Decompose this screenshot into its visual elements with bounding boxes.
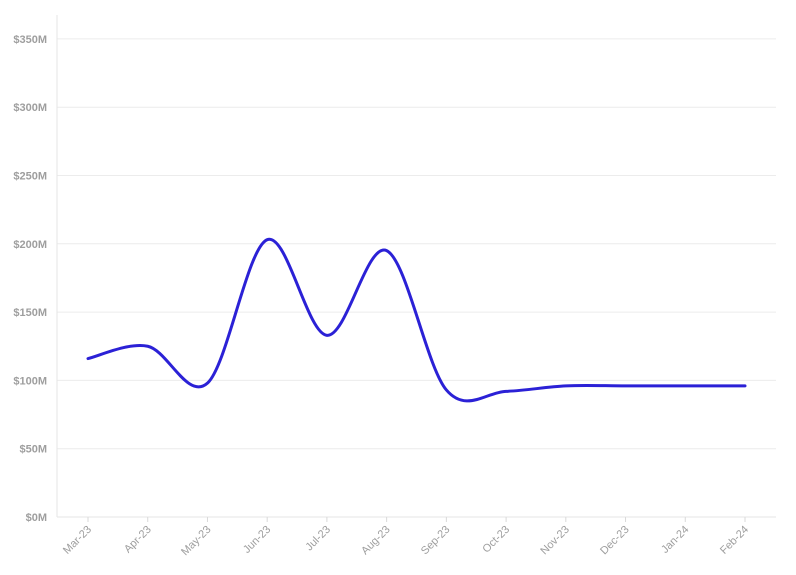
data-point: [85, 356, 91, 362]
data-point: [563, 383, 569, 389]
x-tick-label: Sep-23: [419, 524, 453, 558]
data-point: [324, 332, 330, 338]
x-tick-label: Feb-24: [718, 524, 751, 557]
data-point: [264, 237, 270, 243]
data-point: [145, 343, 151, 349]
x-tick-label: Jul-23: [303, 524, 333, 554]
x-tick-label: Aug-23: [359, 524, 393, 558]
y-tick-label: $100M: [13, 375, 47, 387]
y-tick-label: $0M: [26, 512, 47, 524]
series-layer: [85, 237, 748, 403]
y-tick-label: $50M: [19, 444, 47, 456]
data-point: [503, 388, 509, 394]
y-tick-label: $200M: [13, 239, 47, 251]
x-tick-label: Nov-23: [538, 524, 572, 558]
data-point: [623, 383, 629, 389]
series-line: [86, 238, 747, 403]
y-tick-label: $150M: [13, 307, 47, 319]
y-axis-ticks: $0M $50M $100M $150M $200M $250M $300M $350M: [13, 34, 47, 524]
y-tick-label: $300M: [13, 102, 47, 114]
data-point: [204, 380, 210, 386]
data-point: [742, 383, 748, 389]
x-tick-label: Apr-23: [122, 524, 154, 556]
x-tick-label: Jun-23: [241, 524, 273, 556]
x-tick-label: May-23: [179, 524, 213, 558]
x-tick-label: Mar-23: [61, 524, 94, 557]
data-point: [384, 248, 390, 254]
x-tick-label: Dec-23: [598, 524, 632, 558]
data-point: [443, 387, 449, 393]
y-tick-label: $350M: [13, 34, 47, 46]
y-tick-label: $250M: [13, 171, 47, 183]
x-tick-label: Jan-24: [659, 524, 691, 556]
data-point: [682, 383, 688, 389]
x-tick-label: Oct-23: [480, 524, 512, 556]
x-axis-ticks: Mar-23 Apr-23 May-23 Jun-23 Jul-23 Aug-23 Sep-…: [61, 517, 751, 558]
